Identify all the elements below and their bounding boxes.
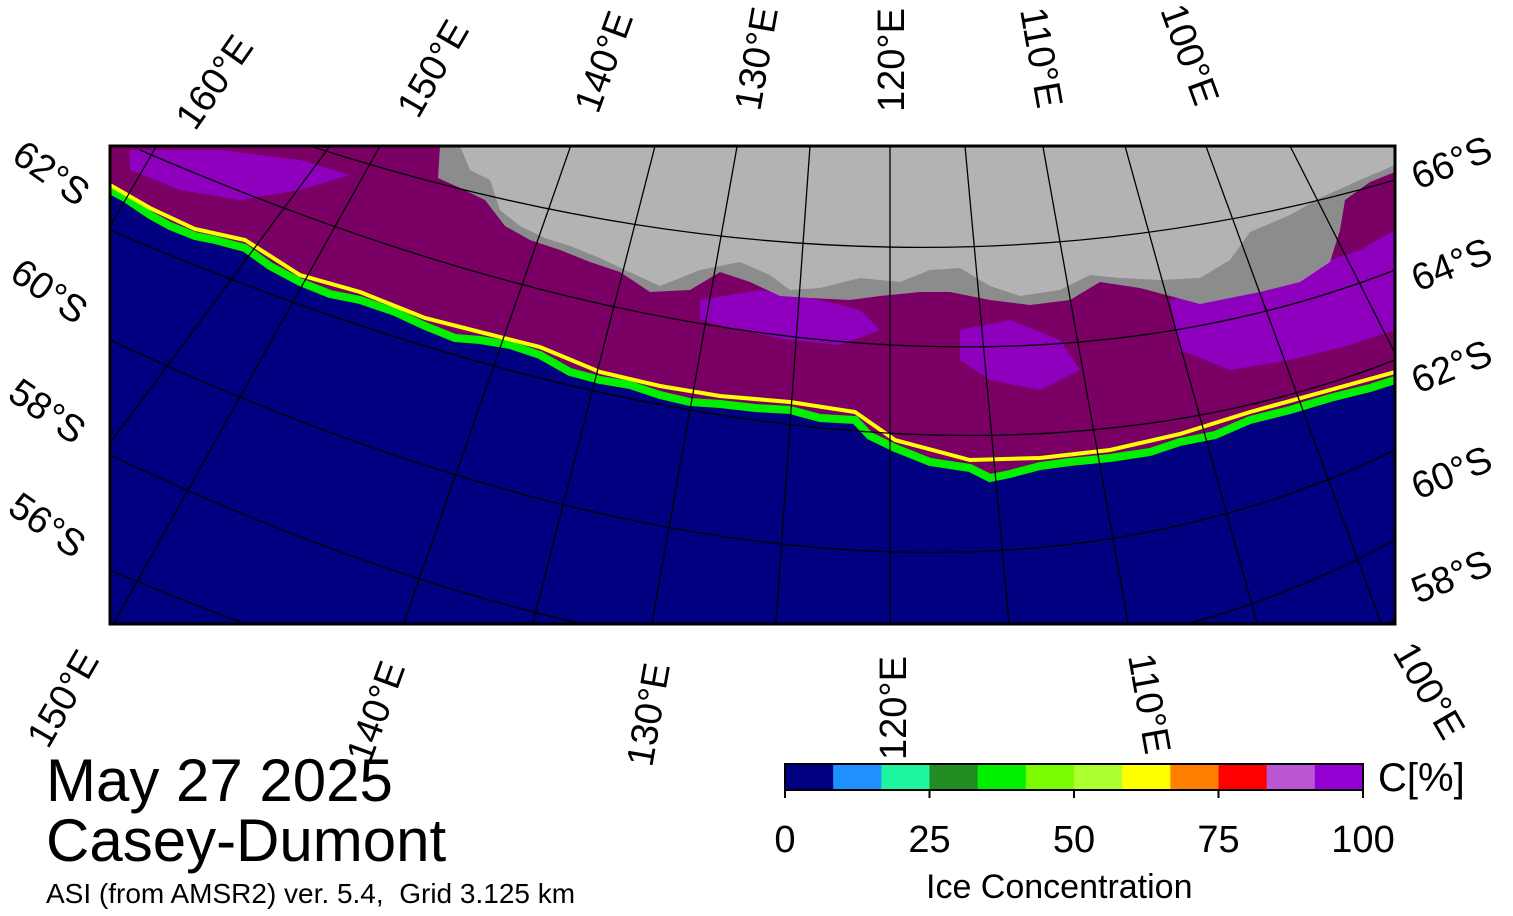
high-concentration-patch (960, 320, 1080, 390)
colorbar: 0 25 50 75 100 (774, 763, 1395, 861)
lon-label-150e-bottom: 150°E (19, 643, 107, 754)
colorbar-segment (1122, 764, 1171, 790)
ice-edge-band (110, 186, 1395, 483)
lon-label-110e-top: 110°E (1011, 4, 1070, 111)
top-longitude-labels: 160°E 150°E 140°E 130°E 120°E 110°E 100°… (168, 0, 1227, 137)
high-concentration-patch (130, 150, 350, 200)
lat-label-60s-left: 60°S (3, 251, 95, 333)
latitude-graticule (110, 146, 1395, 624)
data-credit: ASI (from AMSR2) ver. 5.4, Grid 3.125 km (46, 878, 576, 909)
lat-label-58s-left: 58°S (1, 371, 93, 453)
high-concentration-patch (700, 290, 880, 345)
colorbar-segment (1218, 764, 1268, 790)
colorbar-segment (1314, 764, 1364, 790)
colorbar-tick-label: 25 (908, 819, 950, 861)
longitude-graticule (110, 146, 1395, 624)
colorbar-segment (1025, 764, 1075, 790)
lon-label-110e-bottom: 110°E (1119, 650, 1178, 757)
colorbar-segment (977, 764, 1027, 790)
left-latitude-labels: 62°S 60°S 58°S 56°S (1, 133, 97, 567)
lon-label-160e-top: 160°E (168, 28, 262, 137)
colorbar-segment (833, 764, 882, 790)
colorbar-segment (1266, 764, 1316, 790)
lon-label-130e-bottom: 130°E (620, 660, 679, 770)
lat-label-66s-right: 66°S (1406, 128, 1499, 198)
ice-edge-inner (110, 183, 1395, 463)
lat-label-62s-right: 62°S (1406, 332, 1499, 402)
colorbar-unit: C[%] (1378, 756, 1465, 800)
colorbar-tick-label: 50 (1053, 819, 1095, 861)
colorbar-segment (881, 764, 930, 790)
colorbar-segment (1074, 764, 1123, 790)
lon-label-130e-top: 130°E (728, 4, 787, 114)
right-latitude-labels: 66°S 64°S 62°S 60°S 58°S (1406, 128, 1499, 612)
colorbar-tick-label: 75 (1197, 819, 1239, 861)
lon-label-150e-top: 150°E (389, 13, 477, 124)
lat-label-62s-left: 62°S (5, 133, 97, 215)
lon-label-140e-top: 140°E (567, 6, 642, 118)
high-concentration-patch (1170, 230, 1395, 370)
lon-label-120e-top: 120°E (871, 8, 913, 112)
map-region: Casey-Dumont (46, 807, 447, 874)
antarctic-ice-sheet (460, 146, 1395, 296)
map-date: May 27 2025 (46, 747, 393, 814)
colorbar-segment (1170, 764, 1219, 790)
lon-label-100e-top: 100°E (1152, 0, 1227, 111)
lon-label-120e-bottom: 120°E (873, 656, 915, 760)
lon-label-100e-bottom: 100°E (1384, 636, 1472, 747)
lat-label-58s-right: 58°S (1406, 542, 1499, 612)
map-frame (108, 144, 1397, 626)
lat-label-64s-right: 64°S (1406, 230, 1499, 300)
colorbar-segment (929, 764, 979, 790)
lat-label-60s-right: 60°S (1406, 438, 1499, 508)
colorbar-segment (785, 764, 834, 790)
colorbar-tick-label: 0 (774, 819, 795, 861)
colorbar-title: Ice Concentration (926, 868, 1193, 906)
colorbar-tick-label: 100 (1331, 819, 1394, 861)
lat-label-56s-left: 56°S (1, 485, 93, 567)
